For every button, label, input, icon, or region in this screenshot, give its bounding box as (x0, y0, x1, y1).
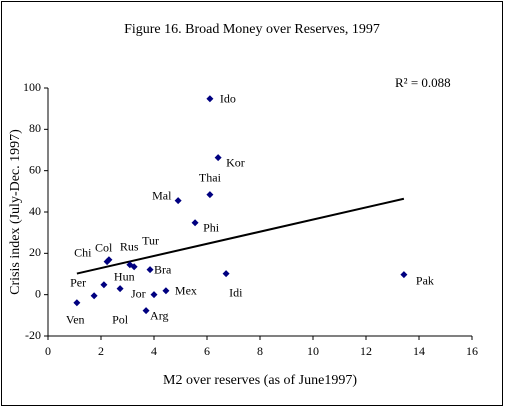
point-label: Per (70, 275, 86, 289)
point (116, 285, 124, 293)
point (100, 281, 108, 289)
trendline (76, 197, 405, 275)
y-tick-label: 80 (29, 121, 41, 135)
y-tick-label: -20 (25, 328, 41, 342)
point-label: Rus (120, 239, 139, 253)
x-tick-label: 10 (307, 344, 319, 358)
point-label: Col (95, 240, 113, 254)
chart-title: Figure 16. Broad Money over Reserves, 19… (124, 22, 380, 37)
x-axis-label: M2 over reserves (as of June1997) (163, 373, 357, 388)
point-label: Ven (66, 312, 85, 326)
point-label: Idi (229, 285, 243, 299)
y-tick-label: 0 (35, 286, 41, 300)
point (146, 266, 154, 274)
point-label: Jor (131, 286, 146, 300)
point (90, 292, 98, 300)
point (174, 197, 182, 205)
point-label: Ido (220, 91, 236, 105)
point-label: Kor (226, 155, 245, 169)
point (222, 270, 230, 278)
x-tick-label: 4 (151, 344, 157, 358)
x-tick-label: 6 (204, 344, 210, 358)
x-tick-label: 8 (257, 344, 263, 358)
point (191, 219, 199, 227)
point (130, 263, 138, 271)
point (400, 271, 408, 279)
point (142, 307, 150, 315)
x-tick-label: 12 (360, 344, 372, 358)
point-label: Phi (203, 220, 220, 234)
y-tick-label: 100 (23, 80, 41, 94)
point-label: Tur (142, 234, 159, 248)
point (73, 299, 81, 307)
annotation: R² = 0.088 (395, 75, 451, 90)
point (206, 95, 214, 103)
point-label: Hun (114, 269, 135, 283)
point-label: Bra (154, 262, 172, 276)
point (150, 291, 158, 299)
x-tick-label: 14 (413, 344, 425, 358)
point-label: Mex (175, 283, 197, 297)
y-tick-label: 40 (29, 204, 41, 218)
y-tick-label: 60 (29, 162, 41, 176)
point-label: Chi (74, 245, 92, 259)
x-tick-label: 16 (466, 344, 478, 358)
point (162, 287, 170, 295)
point-label: Pol (112, 312, 129, 326)
point (105, 256, 113, 264)
y-axis-label: Crisis index (July-Dec. 1997) (8, 129, 23, 295)
x-tick-label: 0 (45, 344, 51, 358)
point (214, 154, 222, 162)
point (206, 191, 214, 199)
x-tick-label: 2 (98, 344, 104, 358)
point-label: Arg (150, 308, 168, 322)
point-label: Mal (152, 188, 172, 202)
point-label: Thai (199, 170, 222, 184)
point-label: Pak (416, 273, 434, 287)
y-tick-label: 20 (29, 245, 41, 259)
